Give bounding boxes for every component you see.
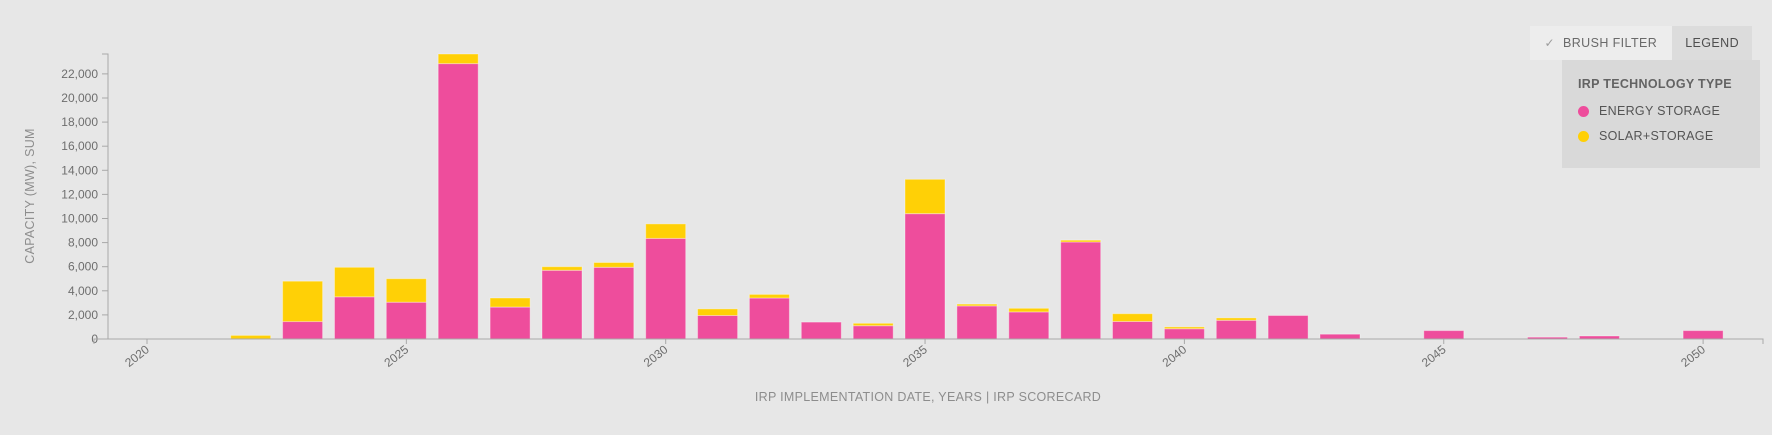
x-tick-label: 2040 (1160, 342, 1190, 370)
bar-2034-solar-storage[interactable] (852, 322, 894, 327)
brush-filter-button[interactable]: ✓ BRUSH FILTER (1529, 26, 1673, 60)
legend-item-label: ENERGY STORAGE (1599, 104, 1721, 118)
bar-2028-solar-storage[interactable] (541, 266, 583, 271)
bar-2037-solar-storage[interactable] (1008, 307, 1050, 313)
bar-2045-energy-storage[interactable] (1423, 330, 1465, 340)
y-tick-label: 14,000 (61, 163, 98, 177)
legend-swatch-icon (1578, 105, 1589, 117)
legend-button[interactable]: LEGEND (1672, 26, 1752, 60)
bar-2024-solar-storage[interactable] (334, 266, 375, 298)
legend-swatch-icon (1578, 130, 1589, 142)
y-tick-label: 8,000 (68, 236, 98, 250)
bar-2034-energy-storage[interactable] (852, 325, 894, 340)
bar-2039-energy-storage[interactable] (1112, 321, 1153, 340)
checkmark-icon: ✓ (1544, 36, 1556, 50)
y-tick-label: 2,000 (68, 308, 98, 322)
bar-2036-solar-storage[interactable] (956, 303, 998, 307)
y-tick-label: 18,000 (61, 115, 98, 129)
x-axis-title: IRP IMPLEMENTATION DATE, YEARS | IRP SCO… (754, 390, 1102, 404)
bar-2023-solar-storage[interactable] (282, 280, 324, 323)
bar-2023-energy-storage[interactable] (282, 321, 324, 340)
bar-2040-energy-storage[interactable] (1163, 328, 1205, 340)
bar-2027-solar-storage[interactable] (489, 297, 531, 308)
legend-title: IRP TECHNOLOGY TYPE (1578, 77, 1732, 91)
bar-2039-solar-storage[interactable] (1112, 313, 1153, 323)
bar-2026-energy-storage[interactable] (437, 63, 479, 340)
x-tick-label: 2050 (1678, 342, 1708, 370)
x-tick-label: 2045 (1419, 342, 1449, 370)
bar-2038-solar-storage[interactable] (1060, 239, 1102, 243)
bar-2041-solar-storage[interactable] (1215, 317, 1257, 321)
y-tick-label: 4,000 (68, 284, 98, 298)
bar-2041-energy-storage[interactable] (1215, 319, 1257, 340)
bar-2030-solar-storage[interactable] (645, 223, 687, 239)
bar-2025-energy-storage[interactable] (385, 301, 427, 340)
bar-2035-energy-storage[interactable] (904, 213, 946, 340)
y-tick-label: 10,000 (61, 211, 98, 225)
bar-2025-solar-storage[interactable] (385, 278, 427, 303)
bar-2030-energy-storage[interactable] (645, 237, 687, 340)
legend-item-label: SOLAR+STORAGE (1599, 129, 1714, 143)
legend-item-solar-storage[interactable]: SOLAR+STORAGE (1578, 129, 1750, 143)
bar-2038-energy-storage[interactable] (1060, 241, 1102, 340)
x-tick-label: 2035 (900, 342, 930, 370)
bar-2029-solar-storage[interactable] (593, 262, 635, 268)
toolbar: ✓ BRUSH FILTER LEGEND (1529, 26, 1752, 60)
bar-2029-energy-storage[interactable] (593, 266, 635, 340)
y-tick-label: 6,000 (68, 260, 98, 274)
bar-2026-solar-storage[interactable] (437, 53, 479, 65)
bar-2024-energy-storage[interactable] (334, 296, 375, 340)
brush-filter-label: BRUSH FILTER (1563, 36, 1658, 50)
bar-2022-solar-storage[interactable] (230, 334, 272, 340)
bar-2032-solar-storage[interactable] (748, 293, 790, 299)
y-tick-label: 22,000 (61, 67, 98, 81)
x-axis-line (93, 338, 1764, 344)
bar-2050-energy-storage[interactable] (1682, 330, 1724, 340)
x-tick-label: 2020 (122, 342, 152, 370)
y-axis-line (102, 53, 109, 339)
bar-2043-energy-storage[interactable] (1319, 333, 1361, 340)
legend-panel: IRP TECHNOLOGY TYPE ENERGY STORAGE SOLAR+… (1562, 60, 1760, 168)
bar-2040-solar-storage[interactable] (1163, 326, 1205, 330)
bar-2035-solar-storage[interactable] (904, 178, 946, 215)
bar-2036-energy-storage[interactable] (956, 305, 998, 340)
y-axis-title: CAPACITY (MW), SUM (23, 128, 37, 264)
bar-2042-energy-storage[interactable] (1267, 315, 1309, 340)
y-tick-label: 16,000 (61, 139, 98, 153)
y-tick-label: 12,000 (61, 187, 98, 201)
bar-2031-energy-storage[interactable] (697, 315, 739, 340)
bar-2031-solar-storage[interactable] (697, 308, 739, 316)
x-tick-label: 2030 (641, 342, 671, 370)
x-tick-label: 2025 (382, 342, 412, 370)
bar-2033-energy-storage[interactable] (800, 321, 842, 340)
y-tick-label: 20,000 (61, 91, 98, 105)
legend-items: ENERGY STORAGE SOLAR+STORAGE (1578, 104, 1750, 143)
bar-2032-energy-storage[interactable] (748, 297, 790, 340)
legend-item-energy-storage[interactable]: ENERGY STORAGE (1578, 104, 1750, 118)
bar-2037-energy-storage[interactable] (1008, 311, 1050, 340)
bar-2027-energy-storage[interactable] (489, 306, 531, 340)
bar-2028-energy-storage[interactable] (541, 269, 583, 340)
